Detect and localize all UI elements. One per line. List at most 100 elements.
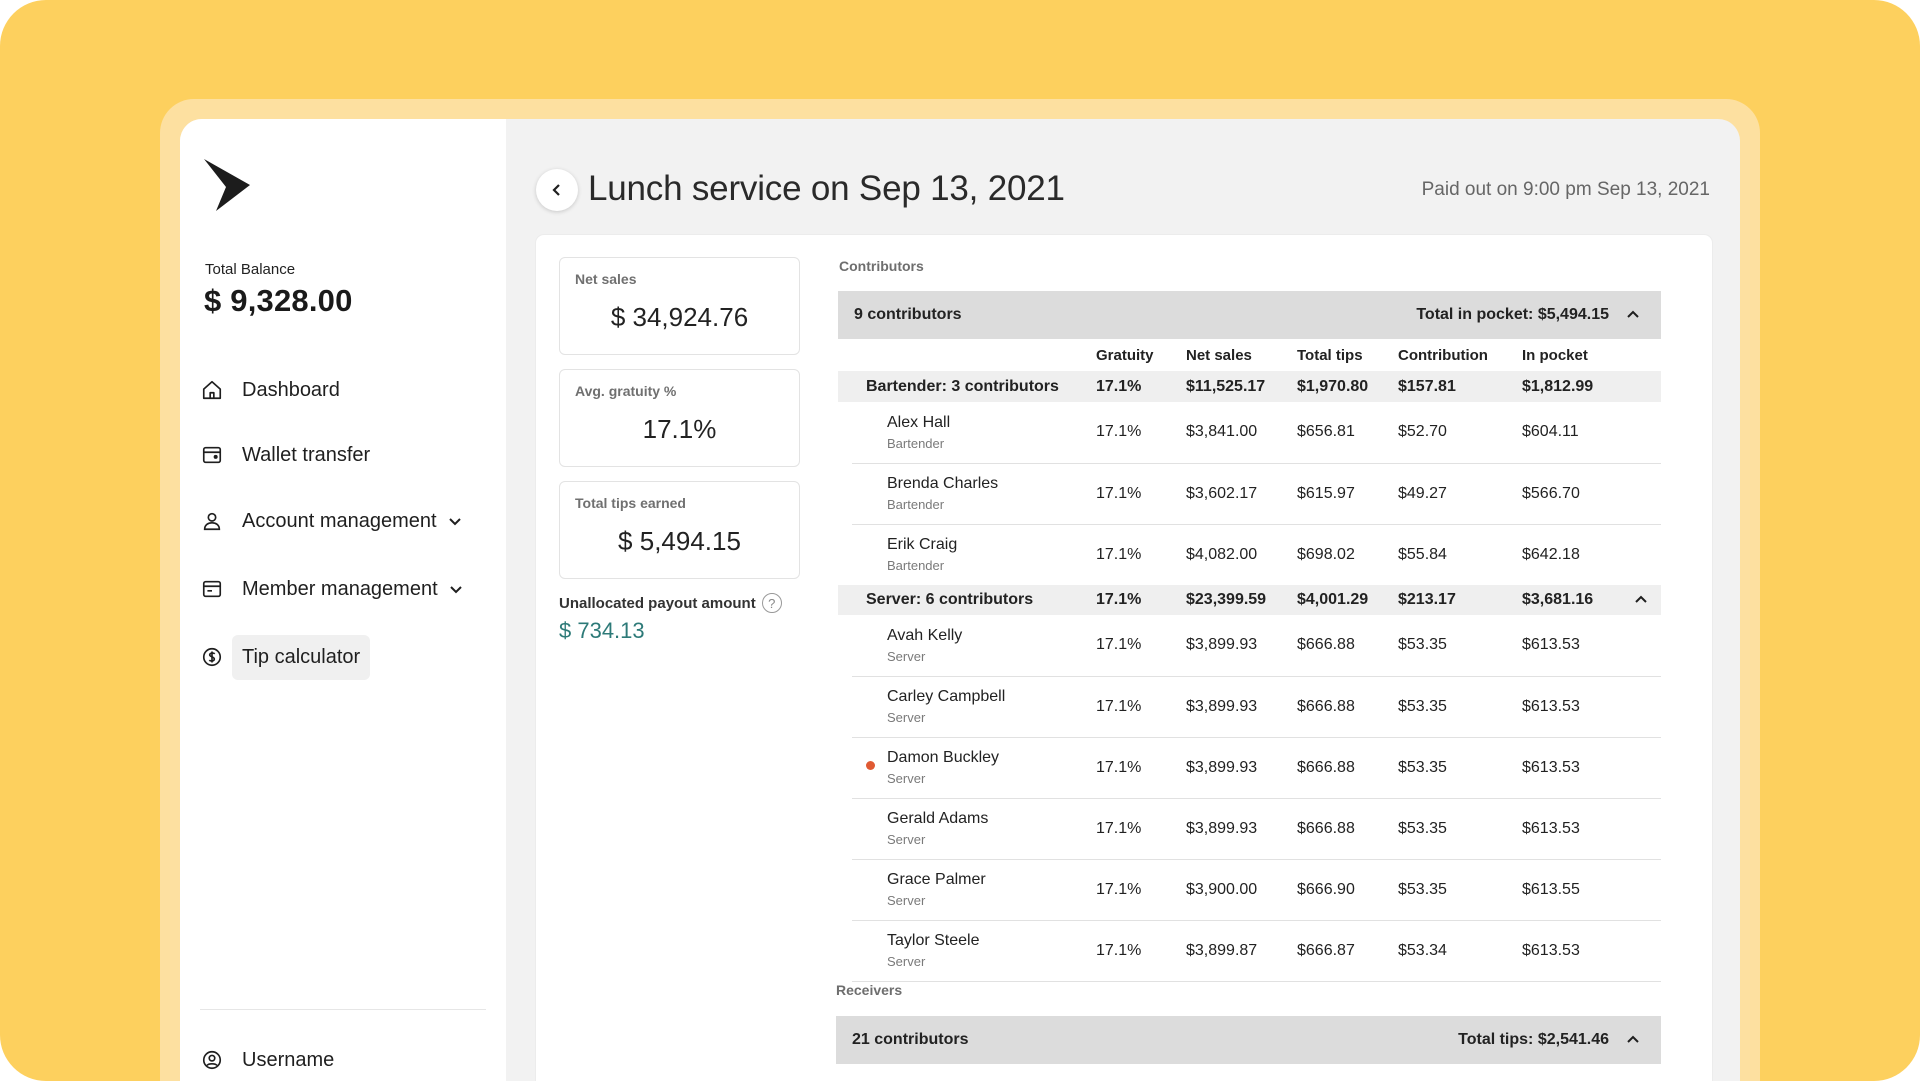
total-tips-card: Total tips earned $ 5,494.15 xyxy=(559,481,800,579)
total-tips-cell: $666.90 xyxy=(1297,859,1398,921)
group-subheader-bartender: Bartender: 3 contributors 17.1% $11,525.… xyxy=(838,371,1661,402)
net-sales-cell: $3,602.17 xyxy=(1186,463,1297,525)
column-header-contribution: Contribution xyxy=(1398,346,1488,364)
receivers-count: 21 contributors xyxy=(852,1031,969,1048)
member-cell: Carley Campbell Server xyxy=(852,676,1096,738)
member-name: Carley Campbell xyxy=(887,688,1006,705)
sidebar-item-dashboard[interactable]: Dashboard xyxy=(200,368,340,412)
member-name: Alex Hall xyxy=(887,413,951,431)
sidebar-item-account-management[interactable]: Account management xyxy=(200,499,465,543)
total-tips-label: Total tips earned xyxy=(575,495,686,511)
content-panel: Net sales $ 34,924.76 Avg. gratuity % 17… xyxy=(536,235,1712,1081)
help-icon[interactable]: ? xyxy=(761,593,782,613)
chevron-down-icon[interactable] xyxy=(448,580,466,598)
status-dot xyxy=(866,760,875,770)
avg-gratuity-value: 17.1% xyxy=(642,414,717,444)
contribution-cell: $53.35 xyxy=(1398,676,1522,738)
chevron-up-icon[interactable] xyxy=(1621,303,1645,327)
member-role: Bartender xyxy=(887,558,945,574)
member-role: Server xyxy=(887,771,926,786)
sidebar-item-wallet-transfer[interactable]: Wallet transfer xyxy=(200,433,370,477)
back-button[interactable] xyxy=(536,169,578,211)
net-sales-label: Net sales xyxy=(575,271,637,287)
gratuity-cell: 17.1% xyxy=(1096,798,1186,860)
member-cell: Damon Buckley Server xyxy=(852,737,1096,799)
table-row[interactable]: Gerald Adams Server 17.1% $3,899.93 $666… xyxy=(838,798,1661,860)
total-tips-cell: $666.88 xyxy=(1297,676,1398,738)
gratuity-cell: 17.1% xyxy=(1096,463,1186,525)
unallocated-payout-text: Unallocated payout amount xyxy=(559,594,756,612)
sidebar-item-tip-calculator[interactable]: Tip calculator xyxy=(200,634,371,680)
group-in-pocket-cell: $3,681.16 xyxy=(1522,585,1661,615)
group-gratuity: 17.1% xyxy=(1096,585,1186,615)
contributors-count: 9 contributors xyxy=(854,306,962,323)
table-row[interactable]: Grace Palmer Server 17.1% $3,900.00 $666… xyxy=(838,859,1661,921)
chevron-up-icon[interactable] xyxy=(1633,592,1649,608)
net-sales-card: Net sales $ 34,924.76 xyxy=(559,257,800,355)
net-sales-value: $ 34,924.76 xyxy=(610,302,749,332)
table-row[interactable]: Avah Kelly Server 17.1% $3,899.93 $666.8… xyxy=(838,615,1661,677)
total-balance-label: Total Balance xyxy=(205,261,296,278)
contributors-group-header[interactable]: 9 contributors Total in pocket: $5,494.1… xyxy=(838,291,1661,339)
table-row[interactable]: Brenda Charles Bartender 17.1% $3,602.17… xyxy=(838,463,1661,525)
contribution-cell: $52.70 xyxy=(1398,402,1522,464)
member-name: Brenda Charles xyxy=(887,475,999,492)
total-tips-cell: $666.88 xyxy=(1297,798,1398,860)
group-contribution: $213.17 xyxy=(1398,585,1522,615)
contribution-cell: $53.35 xyxy=(1398,798,1522,860)
avg-gratuity-card: Avg. gratuity % 17.1% xyxy=(559,369,800,467)
in-pocket-cell: $613.53 xyxy=(1522,798,1661,860)
table-row[interactable]: Erik Craig Bartender 17.1% $4,082.00 $69… xyxy=(838,524,1661,585)
table-header-row: Gratuity Net sales Total tips Contributi… xyxy=(838,339,1661,371)
chevron-up-icon[interactable] xyxy=(1621,1028,1645,1052)
member-name: Erik Craig xyxy=(887,536,958,554)
column-header-net-sales: Net sales xyxy=(1186,346,1252,364)
group-subheader-server[interactable]: Server: 6 contributors 17.1% $23,399.59 … xyxy=(838,585,1661,615)
gratuity-cell: 17.1% xyxy=(1096,402,1186,464)
in-pocket-cell: $613.55 xyxy=(1522,859,1661,921)
total-balance-value: $ 9,328.00 xyxy=(204,283,353,318)
member-role: Server xyxy=(887,893,926,908)
wallet-icon xyxy=(200,443,224,467)
table-row[interactable]: Carley Campbell Server 17.1% $3,899.93 $… xyxy=(838,676,1661,738)
net-sales-cell: $3,899.93 xyxy=(1186,737,1297,799)
in-pocket-cell: $613.53 xyxy=(1522,676,1661,738)
table-row[interactable]: Taylor Steele Server 17.1% $3,899.87 $66… xyxy=(838,920,1661,982)
member-role: Server xyxy=(887,832,926,847)
contribution-cell: $53.35 xyxy=(1398,615,1522,677)
username-label: Username xyxy=(242,1048,335,1071)
contributors-table: Gratuity Net sales Total tips Contributi… xyxy=(838,339,1661,982)
total-tips-cell: $656.81 xyxy=(1297,402,1398,464)
app-window: Total Balance $ 9,328.00 Dashboard Walle… xyxy=(180,119,1740,1081)
receivers-total: Total tips: $2,541.46 xyxy=(1458,1031,1609,1048)
chevron-down-icon[interactable] xyxy=(447,512,465,530)
table-row[interactable]: Damon Buckley Server 17.1% $3,899.93 $66… xyxy=(838,737,1661,799)
group-contribution: $157.81 xyxy=(1398,371,1522,402)
group-net-sales: $11,525.17 xyxy=(1186,371,1297,402)
table-row[interactable]: Alex Hall Bartender 17.1% $3,841.00 $656… xyxy=(838,402,1661,464)
total-tips-cell: $666.87 xyxy=(1297,920,1398,982)
chevron-left-icon xyxy=(552,184,560,196)
dollar-circle-icon xyxy=(200,645,224,669)
sidebar-item-label: Member management xyxy=(242,577,438,600)
contribution-cell: $53.35 xyxy=(1398,859,1522,921)
gratuity-cell: 17.1% xyxy=(1096,737,1186,799)
net-sales-cell: $3,900.00 xyxy=(1186,859,1297,921)
group-total-tips: $1,970.80 xyxy=(1297,371,1398,402)
sidebar-item-member-management[interactable]: Member management xyxy=(200,567,466,611)
in-pocket-cell: $613.53 xyxy=(1522,920,1661,982)
member-name: Damon Buckley xyxy=(887,749,1000,766)
group-in-pocket: $1,812.99 xyxy=(1522,371,1661,402)
user-profile[interactable]: Username xyxy=(200,1038,334,1081)
unallocated-payout-label: Unallocated payout amount ? xyxy=(559,593,782,613)
member-role: Server xyxy=(887,710,926,725)
sidebar-divider xyxy=(200,1009,486,1010)
member-cell: Taylor Steele Server xyxy=(852,920,1096,982)
group-label: Server: 6 contributors xyxy=(838,585,1096,615)
avg-gratuity-label: Avg. gratuity % xyxy=(575,383,677,399)
total-tips-cell: $698.02 xyxy=(1297,545,1355,563)
member-role: Server xyxy=(887,954,926,969)
net-sales-cell: $3,899.87 xyxy=(1186,920,1297,982)
in-pocket-cell: $604.11 xyxy=(1522,402,1661,464)
receivers-group-header[interactable]: 21 contributors Total tips: $2,541.46 xyxy=(836,1016,1661,1064)
